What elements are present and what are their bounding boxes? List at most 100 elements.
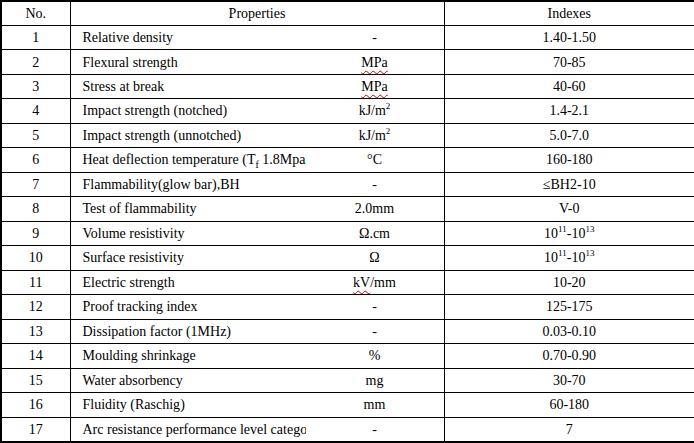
text-segment: Water absorbency: [83, 373, 183, 388]
row-number-cell: 9: [1, 221, 70, 245]
property-cell-layout: Arc resistance performance level categor…: [71, 422, 444, 437]
row-number-cell: 12: [1, 295, 70, 319]
text-segment: 70-85: [553, 55, 586, 70]
text-segment: 5.0-7.0: [549, 128, 589, 143]
property-name: Proof tracking index: [71, 299, 306, 314]
text-segment: Proof tracking index: [83, 299, 198, 314]
table-row: 15Water absorbencymg30-70: [1, 368, 694, 392]
table-row: 14Moulding shrinkage%0.70-0.90: [1, 344, 694, 368]
property-name: Fluidity (Raschig): [71, 397, 306, 412]
table-row: 2 Flexural strength MPa 70-85: [1, 50, 694, 74]
index-value-cell: 125-175: [444, 295, 694, 319]
text-segment: Ω: [369, 250, 379, 265]
property-name: Relative density: [71, 30, 306, 45]
property-unit: kJ/m2: [306, 128, 444, 143]
text-segment: 2: [386, 102, 391, 112]
table-row: 16Fluidity (Raschig)mm60-180: [1, 393, 694, 417]
row-number-cell: 10: [1, 246, 70, 270]
text-segment: -: [372, 422, 377, 437]
property-name: Stress at break: [71, 79, 306, 94]
property-unit: 2.0mm: [306, 201, 444, 216]
misspelling-squiggle-text: Flexural: [83, 55, 130, 70]
property-cell-layout: Flexural strength MPa: [71, 55, 444, 70]
property-name: Impact strength (unnotched): [71, 128, 306, 143]
row-number-cell: 2: [1, 50, 70, 74]
table-row: 5Impact strength (unnotched)kJ/m25.0-7.0: [1, 123, 694, 147]
misspelling-squiggle-text: resistivity: [129, 250, 184, 265]
header-no: No.: [1, 1, 70, 26]
property-cell: Volume resistivityΩ.cm: [70, 221, 444, 245]
text-segment: 10: [544, 226, 558, 241]
property-cell: Impact strength (unnotched)kJ/m2: [70, 123, 444, 147]
text-segment: -: [372, 177, 377, 192]
property-name: Test of flammability: [71, 201, 306, 216]
property-cell-layout: Impact strength (unnotched)kJ/m2: [71, 128, 444, 143]
text-segment: 2: [386, 126, 391, 136]
property-name: Surface resistivity: [71, 250, 306, 265]
property-cell: Stress at breakMPa: [70, 74, 444, 98]
table-row: 9Volume resistivityΩ.cm1011-1013: [1, 221, 694, 245]
property-cell: Arc resistance performance level categor…: [70, 417, 444, 442]
text-segment: Flammability(glow bar),BH: [83, 177, 240, 192]
property-name: Electric strength: [71, 275, 306, 290]
text-segment: Heat deflection temperature (T: [83, 152, 256, 167]
text-segment: mg: [366, 373, 384, 388]
property-cell-layout: Fluidity (Raschig)mm: [71, 397, 444, 412]
property-name: Arc resistance performance level categor…: [71, 422, 306, 437]
property-cell: Flexural strength MPa: [70, 50, 444, 74]
property-name: Flammability(glow bar),BH: [71, 177, 306, 192]
text-segment: Volume: [83, 226, 130, 241]
table-row: 10Surface resistivityΩ1011-1013: [1, 246, 694, 270]
table-row: 7 Flammability(glow bar),BH - ≤BH2-10: [1, 172, 694, 196]
row-number-cell: 11: [1, 270, 70, 294]
property-name: Volume resistivity: [71, 226, 306, 241]
property-cell-layout: Test of flammability2.0mm: [71, 201, 444, 216]
text-segment: 0.03-0.10: [542, 324, 596, 339]
index-value-cell: 0.70-0.90: [444, 344, 694, 368]
table-row: 6Heat deflection temperature (Tf 1.8Mpa)…: [1, 148, 694, 172]
index-value-cell: 60-180: [444, 393, 694, 417]
text-segment: 125-175: [546, 299, 593, 314]
table-row: 1Relative density-1.40-1.50: [1, 26, 694, 50]
text-segment: -: [372, 299, 377, 314]
property-unit: -: [306, 422, 444, 437]
text-segment: 160-180: [546, 152, 593, 167]
index-value-cell: 5.0-7.0: [444, 123, 694, 147]
table-row: 17Arc resistance performance level categ…: [1, 417, 694, 442]
text-segment: 13: [585, 249, 594, 259]
property-name: Heat deflection temperature (Tf 1.8Mpa): [71, 152, 306, 167]
property-unit: MPa: [306, 79, 444, 94]
property-cell: Flammability(glow bar),BH -: [70, 172, 444, 196]
property-unit: MPa: [306, 55, 444, 70]
row-number-cell: 14: [1, 344, 70, 368]
property-unit: kV/mm: [306, 275, 444, 290]
row-number-cell: 6: [1, 148, 70, 172]
text-segment: Surface: [83, 250, 129, 265]
property-cell-layout: Electric strengthkV/mm: [71, 275, 444, 290]
property-name: Impact strength (notched): [71, 103, 306, 118]
property-cell: Impact strength (notched)kJ/m2: [70, 99, 444, 123]
text-segment: 40-60: [553, 79, 586, 94]
material-properties-table: No. Properties Indexes 1Relative density…: [0, 0, 694, 443]
text-segment: 1.8Mpa): [259, 152, 306, 167]
index-value-cell: ≤BH2-10: [444, 172, 694, 196]
property-cell-layout: Flammability(glow bar),BH -: [71, 177, 444, 192]
text-segment: ): [180, 397, 185, 412]
text-segment: -10: [567, 226, 586, 241]
text-segment: strength: [129, 55, 178, 70]
table-body: 1Relative density-1.40-1.502Flexural str…: [1, 26, 694, 443]
text-segment: -: [372, 30, 377, 45]
misspelling-squiggle-text: Raschig: [135, 397, 180, 412]
property-unit: Ω.cm: [306, 226, 444, 241]
property-cell: Electric strengthkV/mm: [70, 270, 444, 294]
row-number-cell: 7: [1, 172, 70, 196]
property-unit: -: [306, 324, 444, 339]
property-name: Moulding shrinkage: [71, 348, 306, 363]
text-segment: Impact strength (notched): [83, 103, 228, 118]
property-cell: Fluidity (Raschig)mm: [70, 393, 444, 417]
property-cell-layout: Heat deflection temperature (Tf 1.8Mpa)°…: [71, 152, 444, 167]
text-segment: 1.4-2.1: [549, 103, 589, 118]
row-number-cell: 8: [1, 197, 70, 221]
text-segment: /mm: [370, 275, 396, 290]
misspelling-squiggle-text: MPa: [361, 55, 387, 70]
